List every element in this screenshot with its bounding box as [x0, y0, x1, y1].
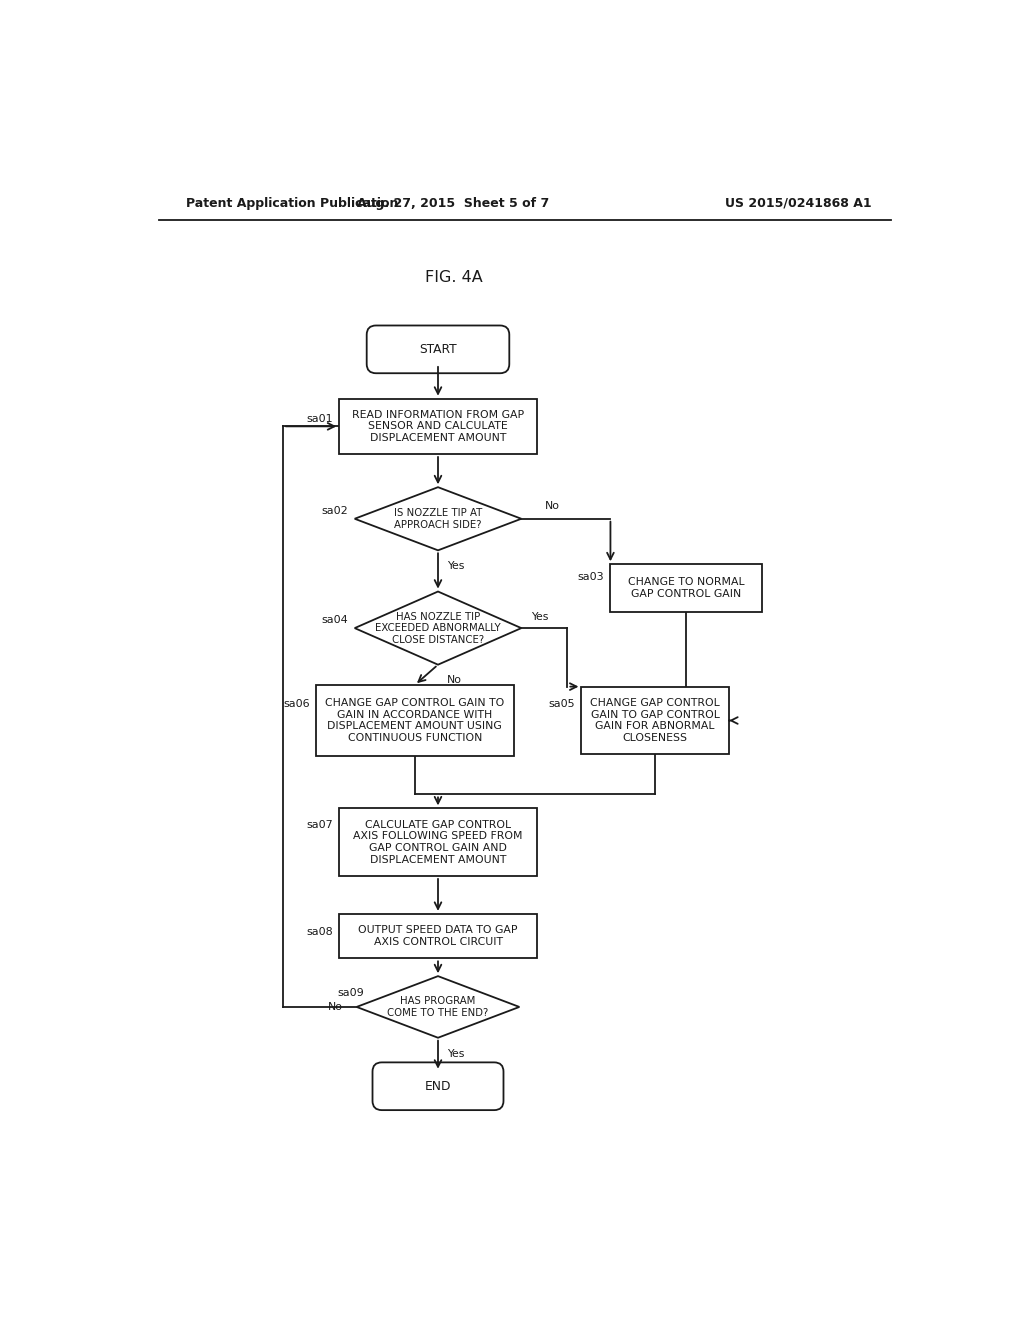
Text: READ INFORMATION FROM GAP
SENSOR AND CALCULATE
DISPLACEMENT AMOUNT: READ INFORMATION FROM GAP SENSOR AND CAL… [352, 409, 524, 444]
Text: Patent Application Publication: Patent Application Publication [186, 197, 398, 210]
Text: FIG. 4A: FIG. 4A [425, 271, 482, 285]
Text: HAS NOZZLE TIP
EXCEEDED ABNORMALLY
CLOSE DISTANCE?: HAS NOZZLE TIP EXCEEDED ABNORMALLY CLOSE… [375, 611, 501, 644]
Text: sa05: sa05 [549, 698, 575, 709]
Text: sa09: sa09 [338, 989, 365, 998]
Text: CHANGE GAP CONTROL
GAIN TO GAP CONTROL
GAIN FOR ABNORMAL
CLOSENESS: CHANGE GAP CONTROL GAIN TO GAP CONTROL G… [590, 698, 720, 743]
Bar [339, 913, 537, 958]
FancyBboxPatch shape [373, 1063, 504, 1110]
Text: No: No [447, 676, 462, 685]
Bar [339, 808, 537, 876]
Text: Aug. 27, 2015  Sheet 5 of 7: Aug. 27, 2015 Sheet 5 of 7 [357, 197, 550, 210]
Text: sa04: sa04 [322, 615, 348, 626]
Text: Yes: Yes [530, 612, 548, 622]
Text: sa06: sa06 [283, 698, 309, 709]
Text: CHANGE GAP CONTROL GAIN TO
GAIN IN ACCORDANCE WITH
DISPLACEMENT AMOUNT USING
CON: CHANGE GAP CONTROL GAIN TO GAIN IN ACCOR… [326, 698, 505, 743]
Text: No: No [545, 502, 559, 511]
Polygon shape [354, 487, 521, 550]
FancyBboxPatch shape [367, 326, 509, 374]
Bar [610, 564, 762, 612]
Text: END: END [425, 1080, 452, 1093]
Text: CHANGE TO NORMAL
GAP CONTROL GAIN: CHANGE TO NORMAL GAP CONTROL GAIN [628, 577, 744, 599]
Text: IS NOZZLE TIP AT
APPROACH SIDE?: IS NOZZLE TIP AT APPROACH SIDE? [394, 508, 482, 529]
Text: OUTPUT SPEED DATA TO GAP
AXIS CONTROL CIRCUIT: OUTPUT SPEED DATA TO GAP AXIS CONTROL CI… [358, 925, 518, 946]
Text: US 2015/0241868 A1: US 2015/0241868 A1 [725, 197, 872, 210]
Text: sa07: sa07 [306, 820, 333, 830]
Polygon shape [356, 977, 519, 1038]
Bar [339, 399, 537, 454]
Text: HAS PROGRAM
COME TO THE END?: HAS PROGRAM COME TO THE END? [387, 997, 488, 1018]
Text: sa03: sa03 [578, 572, 604, 582]
Text: CALCULATE GAP CONTROL
AXIS FOLLOWING SPEED FROM
GAP CONTROL GAIN AND
DISPLACEMEN: CALCULATE GAP CONTROL AXIS FOLLOWING SPE… [353, 820, 522, 865]
Text: Yes: Yes [447, 1048, 465, 1059]
Bar [582, 686, 729, 755]
Text: No: No [328, 1002, 343, 1012]
Bar [316, 685, 514, 756]
Text: Yes: Yes [447, 561, 465, 572]
Polygon shape [354, 591, 521, 665]
Text: START: START [419, 343, 457, 356]
Text: sa01: sa01 [306, 413, 333, 424]
Text: sa02: sa02 [322, 506, 348, 516]
Text: sa08: sa08 [306, 927, 333, 937]
